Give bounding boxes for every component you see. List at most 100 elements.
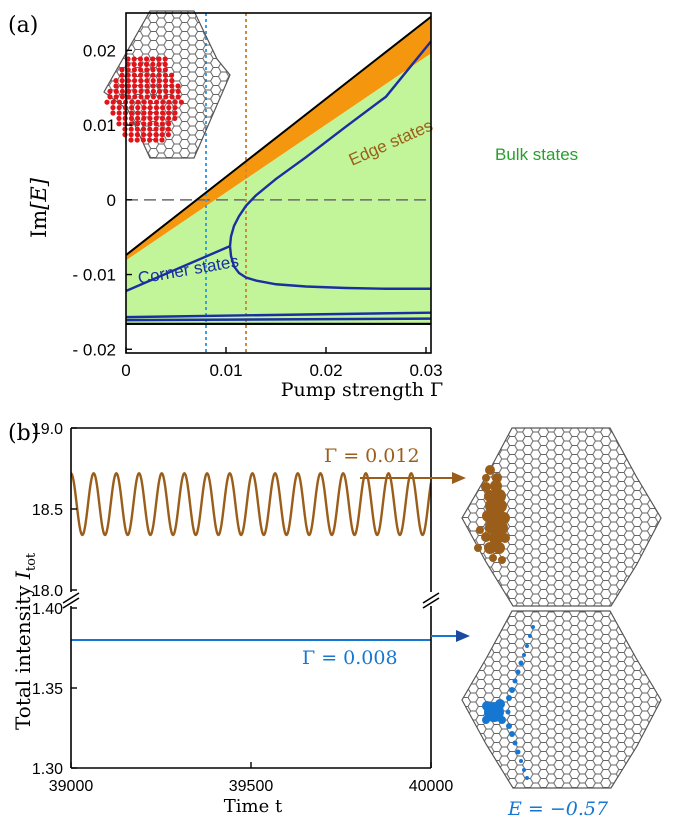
intensity-dot: [493, 542, 505, 554]
corner-state-dot: [138, 83, 144, 89]
intensity-dot: [531, 625, 535, 629]
axis-break-marks: [62, 592, 440, 609]
corner-state-dot: [138, 78, 144, 84]
eigenvalue-curve-5: [126, 317, 431, 322]
lattice-blue: [461, 610, 662, 789]
corner-state-dot: [153, 115, 159, 121]
y-tick-label: - 0.02: [73, 340, 116, 359]
corner-state-dot: [135, 115, 141, 121]
corner-state-dot: [132, 78, 138, 84]
corner-state-dot: [126, 94, 132, 100]
corner-state-dot: [172, 105, 178, 111]
corner-state-dot: [113, 83, 119, 89]
intensity-dot: [519, 759, 523, 763]
panel-b-x-ticks: 39000 39500 40000: [49, 762, 453, 795]
y-tick-label: 1.35: [32, 681, 63, 698]
intensity-dot: [528, 634, 532, 638]
intensity-dot: [525, 776, 529, 780]
corner-state-dot: [141, 126, 147, 132]
corner-state-dot: [163, 78, 169, 84]
corner-state-dot: [154, 99, 160, 105]
intensity-dot: [481, 482, 491, 492]
panel-a-x-ticks: 0 0.01 0.02 0.03: [121, 347, 443, 380]
corner-state-dot: [150, 78, 156, 84]
eigenvalue-curve-3: [228, 246, 431, 290]
intensity-dot: [482, 474, 490, 482]
intensity-dot: [509, 731, 515, 737]
corner-state-dot: [104, 99, 110, 105]
y-tick-label: 1.40: [32, 601, 63, 618]
intensity-dot: [515, 749, 521, 755]
corner-state-dot: [172, 115, 178, 121]
corner-state-dot: [128, 115, 134, 121]
x-tick-label: 0: [121, 361, 130, 380]
corner-state-dot: [119, 94, 125, 100]
y-tick-label: 0.01: [83, 116, 116, 135]
corner-state-dot: [165, 126, 171, 132]
y-tick-label: 18.5: [32, 502, 63, 519]
corner-state-dot: [172, 110, 178, 116]
corner-state-dot: [157, 88, 163, 94]
corner-state-dot: [153, 137, 159, 143]
intensity-dot: [522, 653, 526, 657]
corner-state-dot: [126, 88, 132, 94]
corner-state-dot: [162, 56, 168, 62]
corner-state-dot: [144, 78, 150, 84]
corner-state-dot: [175, 94, 181, 100]
intensity-dot: [518, 660, 524, 666]
panel-label-b: (b): [8, 421, 39, 446]
corner-state-dot: [144, 94, 150, 100]
corner-state-dot: [160, 99, 166, 105]
corner-state-dot: [110, 99, 116, 105]
y-tick-label: 0.02: [83, 41, 116, 60]
corner-state-dot: [144, 88, 150, 94]
corner-state-dot: [134, 132, 140, 138]
corner-state-dot: [150, 61, 156, 67]
corner-state-dot: [141, 105, 147, 111]
corner-state-dot: [141, 121, 147, 127]
corner-state-dot: [156, 56, 162, 62]
corner-state-dot: [150, 83, 156, 89]
corner-state-dot: [165, 132, 171, 138]
panel-b-ylabel: Total intensity Itot: [11, 552, 39, 730]
panel-b-y-ticks: 19.0 18.5 18.01.40 1.35 1.30: [32, 421, 77, 778]
brown-intensity-dots: [474, 465, 510, 564]
corner-state-dot: [159, 115, 165, 121]
edge-band-upper-boundary: [126, 15, 431, 256]
corner-state-dot: [132, 94, 138, 100]
x-tick-label: 0.01: [209, 361, 242, 380]
corner-state-dot: [147, 105, 153, 111]
corner-state-dot: [166, 105, 172, 111]
corner-state-dot: [116, 99, 122, 105]
corner-state-dot: [113, 88, 119, 94]
corner-state-dot: [110, 105, 116, 111]
corner-state-dot: [153, 105, 159, 111]
corner-state-dot: [166, 99, 172, 105]
intensity-dot: [489, 531, 503, 545]
corner-state-dot: [160, 105, 166, 111]
arrow-to-blue-lattice: [431, 630, 470, 642]
corner-state-dot: [116, 121, 122, 127]
intensity-dot: [498, 716, 506, 724]
corner-state-dot: [138, 67, 144, 73]
corner-state-dot: [159, 137, 165, 143]
gamma-012-label: Γ = 0.012: [324, 445, 420, 467]
corner-state-dot: [129, 105, 135, 111]
corner-state-dot: [138, 88, 144, 94]
x-tick-label: 0.02: [309, 361, 342, 380]
corner-state-dot: [141, 115, 147, 121]
corner-state-dot: [147, 126, 153, 132]
panel-b-plot-area: [71, 472, 431, 641]
corner-state-dots: [104, 56, 184, 143]
corner-state-dot: [150, 72, 156, 78]
intensity-dot: [512, 678, 518, 684]
corner-state-dot: [178, 99, 184, 105]
y-tick-label: 0: [107, 191, 116, 210]
corner-state-dot: [162, 67, 168, 73]
corner-state-dot: [144, 61, 150, 67]
intensity-dot: [506, 695, 512, 701]
corner-state-dot: [134, 137, 140, 143]
corner-state-dot: [153, 110, 159, 116]
corner-state-dot: [144, 83, 150, 89]
